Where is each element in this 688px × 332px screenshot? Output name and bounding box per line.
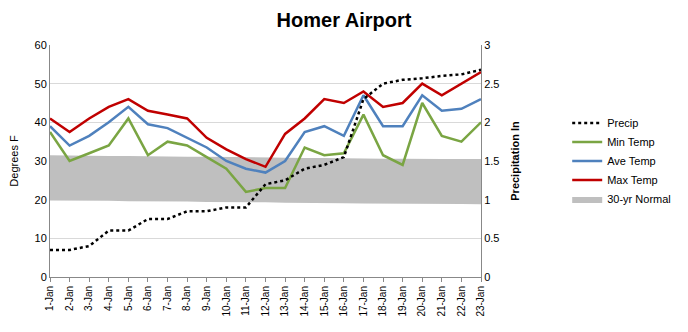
svg-text:1: 1 [484,194,490,206]
svg-text:14-Jan: 14-Jan [299,286,310,317]
svg-text:7-Jan: 7-Jan [162,286,173,311]
svg-text:16-Jan: 16-Jan [338,286,349,317]
svg-text:15-Jan: 15-Jan [319,286,330,317]
svg-text:1.5: 1.5 [484,155,499,167]
svg-text:2-Jan: 2-Jan [64,286,75,311]
svg-text:11-Jan: 11-Jan [240,286,251,316]
svg-text:3: 3 [484,39,490,51]
svg-text:0: 0 [484,271,490,283]
svg-text:3-Jan: 3-Jan [83,286,94,311]
svg-text:0.5: 0.5 [484,232,499,244]
svg-text:10: 10 [35,232,47,244]
svg-text:Degrees F: Degrees F [8,135,20,187]
svg-text:9-Jan: 9-Jan [201,286,212,311]
svg-text:Homer Airport: Homer Airport [277,9,412,31]
svg-text:30: 30 [35,155,47,167]
svg-text:6-Jan: 6-Jan [142,286,153,311]
svg-text:17-Jan: 17-Jan [358,286,369,317]
svg-text:4-Jan: 4-Jan [103,286,114,311]
svg-text:Min Temp: Min Temp [607,136,654,148]
svg-text:Precipitation In: Precipitation In [509,121,521,201]
svg-text:20-Jan: 20-Jan [416,286,427,317]
svg-text:21-Jan: 21-Jan [436,286,447,317]
svg-text:23-Jan: 23-Jan [475,286,486,317]
svg-text:5-Jan: 5-Jan [123,286,134,311]
svg-text:Ave Temp: Ave Temp [607,155,656,167]
svg-text:30-yr Normal: 30-yr Normal [607,193,671,205]
svg-text:20: 20 [35,194,47,206]
svg-text:13-Jan: 13-Jan [279,286,290,317]
svg-text:60: 60 [35,39,47,51]
svg-text:12-Jan: 12-Jan [260,286,271,317]
svg-text:19-Jan: 19-Jan [397,286,408,317]
svg-text:40: 40 [35,116,47,128]
svg-text:50: 50 [35,78,47,90]
svg-text:10-Jan: 10-Jan [221,286,232,317]
svg-text:2: 2 [484,116,490,128]
svg-text:2.5: 2.5 [484,78,499,90]
svg-text:0: 0 [41,271,47,283]
svg-text:8-Jan: 8-Jan [181,286,192,311]
svg-text:Precip: Precip [607,117,638,129]
svg-text:Max Temp: Max Temp [607,174,658,186]
svg-text:22-Jan: 22-Jan [456,286,467,317]
svg-text:1-Jan: 1-Jan [44,286,55,311]
svg-text:18-Jan: 18-Jan [377,286,388,317]
